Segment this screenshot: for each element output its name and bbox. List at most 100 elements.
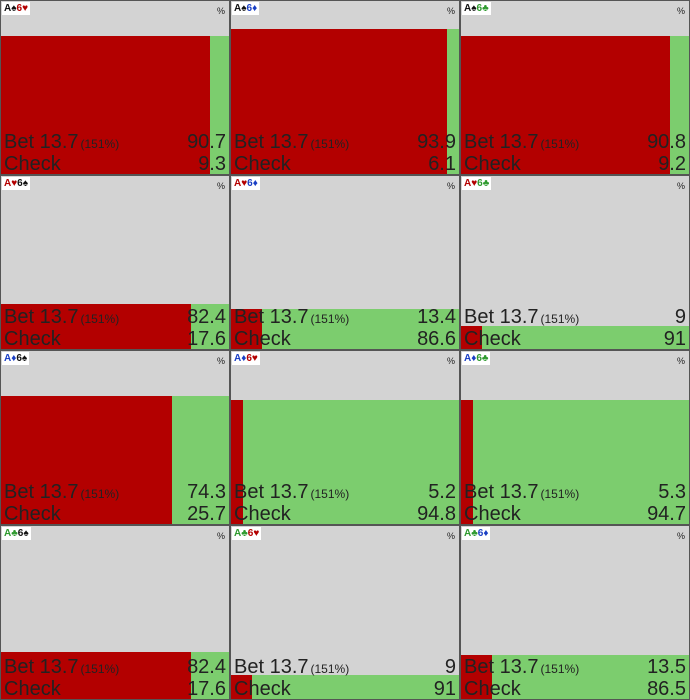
hand-label: A♦6♥ xyxy=(232,352,260,365)
action-note: (151%) xyxy=(540,137,580,151)
action-name: Bet 13.7 xyxy=(234,131,309,153)
action-name: Check xyxy=(464,678,521,700)
action-name: Bet 13.7 xyxy=(464,131,539,153)
hand-cell: A♦6♠% Bet 13.7 (151%) 74.3 Check 25.7 xyxy=(0,350,230,525)
action-note: (151%) xyxy=(310,137,350,151)
card: A♦ xyxy=(464,353,477,364)
card: 6♠ xyxy=(16,353,28,364)
action-row: Bet 13.7 (151%) 74.3 xyxy=(4,481,226,503)
unit-label: % xyxy=(446,6,455,16)
action-row: Check 94.7 xyxy=(464,503,686,525)
hand-label: A♠6♣ xyxy=(462,2,491,15)
action-value: 17.6 xyxy=(187,678,226,700)
action-name: Bet 13.7 xyxy=(464,481,539,503)
hand-label: A♦6♠ xyxy=(2,352,30,365)
action-name: Bet 13.7 xyxy=(464,306,539,328)
card: 6♣ xyxy=(476,3,489,14)
bet-bar xyxy=(231,28,447,174)
hand-label: A♠6♥ xyxy=(2,2,31,15)
hand-label: A♦6♣ xyxy=(462,352,491,365)
action-row: Bet 13.7 (151%) 9 xyxy=(234,656,456,678)
action-value: 9 xyxy=(444,656,456,678)
action-note: (151%) xyxy=(540,487,580,501)
card: A♣ xyxy=(464,528,478,539)
card: 6♥ xyxy=(246,353,258,364)
action-name: Check xyxy=(4,503,61,525)
unit-label: % xyxy=(446,531,455,541)
action-value: 86.6 xyxy=(417,328,456,350)
action-note: (151%) xyxy=(540,662,580,676)
card: 6♥ xyxy=(16,3,29,14)
card: 6♦ xyxy=(247,178,258,189)
action-name: Bet 13.7 xyxy=(4,306,79,328)
card: A♦ xyxy=(234,353,247,364)
action-row: Check 86.5 xyxy=(464,678,686,700)
action-row: Bet 13.7 (151%) 90.7 xyxy=(4,131,226,153)
check-bar xyxy=(446,28,459,174)
hand-label: A♣6♦ xyxy=(462,527,491,540)
action-note: (151%) xyxy=(310,662,350,676)
action-row: Check 91 xyxy=(234,678,456,700)
card: A♥ xyxy=(4,178,18,189)
action-row: Check 17.6 xyxy=(4,678,226,700)
action-name: Check xyxy=(464,328,521,350)
check-bar xyxy=(481,326,689,349)
action-note: (151%) xyxy=(80,312,120,326)
bet-bar xyxy=(231,674,252,699)
hand-label: A♣6♥ xyxy=(232,527,262,540)
action-name: Check xyxy=(234,503,291,525)
unit-label: % xyxy=(216,6,225,16)
card: A♥ xyxy=(464,178,478,189)
unit-label: % xyxy=(216,356,225,366)
unit-label: % xyxy=(446,181,455,191)
unit-label: % xyxy=(676,531,685,541)
card: 6♣ xyxy=(476,353,489,364)
action-value: 90.7 xyxy=(187,131,226,153)
unit-label: % xyxy=(216,181,225,191)
bet-bar xyxy=(461,35,670,174)
hand-cell: A♠6♣% Bet 13.7 (151%) 90.8 Check 9.2 xyxy=(460,0,690,175)
hand-label: A♥6♣ xyxy=(462,177,492,190)
unit-label: % xyxy=(676,181,685,191)
card: A♠ xyxy=(464,3,477,14)
unit-label: % xyxy=(676,356,685,366)
check-bar xyxy=(190,651,229,699)
check-bar xyxy=(242,399,459,524)
check-bar xyxy=(190,303,229,349)
action-note: (151%) xyxy=(80,662,120,676)
hand-cell: A♦6♣% Bet 13.7 (151%) 5.3 Check 94.7 xyxy=(460,350,690,525)
check-bar xyxy=(261,308,459,349)
action-value: 82.4 xyxy=(187,656,226,678)
check-bar xyxy=(171,396,229,524)
hand-cell: A♦6♥% Bet 13.7 (151%) 5.2 Check 94.8 xyxy=(230,350,460,525)
card: 6♠ xyxy=(17,528,29,539)
action-row: Bet 13.7 (151%) 13.5 xyxy=(464,656,686,678)
action-name: Check xyxy=(234,678,291,700)
action-value: 94.7 xyxy=(647,503,686,525)
action-name: Check xyxy=(4,153,61,175)
action-name: Bet 13.7 xyxy=(4,131,79,153)
card: A♠ xyxy=(234,3,247,14)
action-name: Bet 13.7 xyxy=(234,656,309,678)
action-value: 82.4 xyxy=(187,306,226,328)
action-name: Bet 13.7 xyxy=(234,306,309,328)
action-row: Bet 13.7 (151%) 9 xyxy=(464,306,686,328)
action-note: (151%) xyxy=(310,312,350,326)
bet-bar xyxy=(461,326,482,349)
hand-cell: A♥6♠% Bet 13.7 (151%) 82.4 Check 17.6 xyxy=(0,175,230,350)
action-note: (151%) xyxy=(80,137,120,151)
bet-bar xyxy=(1,396,172,524)
check-bar xyxy=(473,399,689,524)
unit-label: % xyxy=(216,531,225,541)
action-row: Bet 13.7 (151%) 82.4 xyxy=(4,656,226,678)
card: A♣ xyxy=(4,528,18,539)
action-row: Bet 13.7 (151%) 82.4 xyxy=(4,306,226,328)
action-row: Bet 13.7 (151%) 5.3 xyxy=(464,481,686,503)
action-value: 94.8 xyxy=(417,503,456,525)
action-row: Check 9.3 xyxy=(4,153,226,175)
check-bar xyxy=(669,35,689,174)
card: A♣ xyxy=(234,528,248,539)
action-row: Check 17.6 xyxy=(4,328,226,349)
card: 6♦ xyxy=(246,3,258,14)
card: A♠ xyxy=(4,3,17,14)
